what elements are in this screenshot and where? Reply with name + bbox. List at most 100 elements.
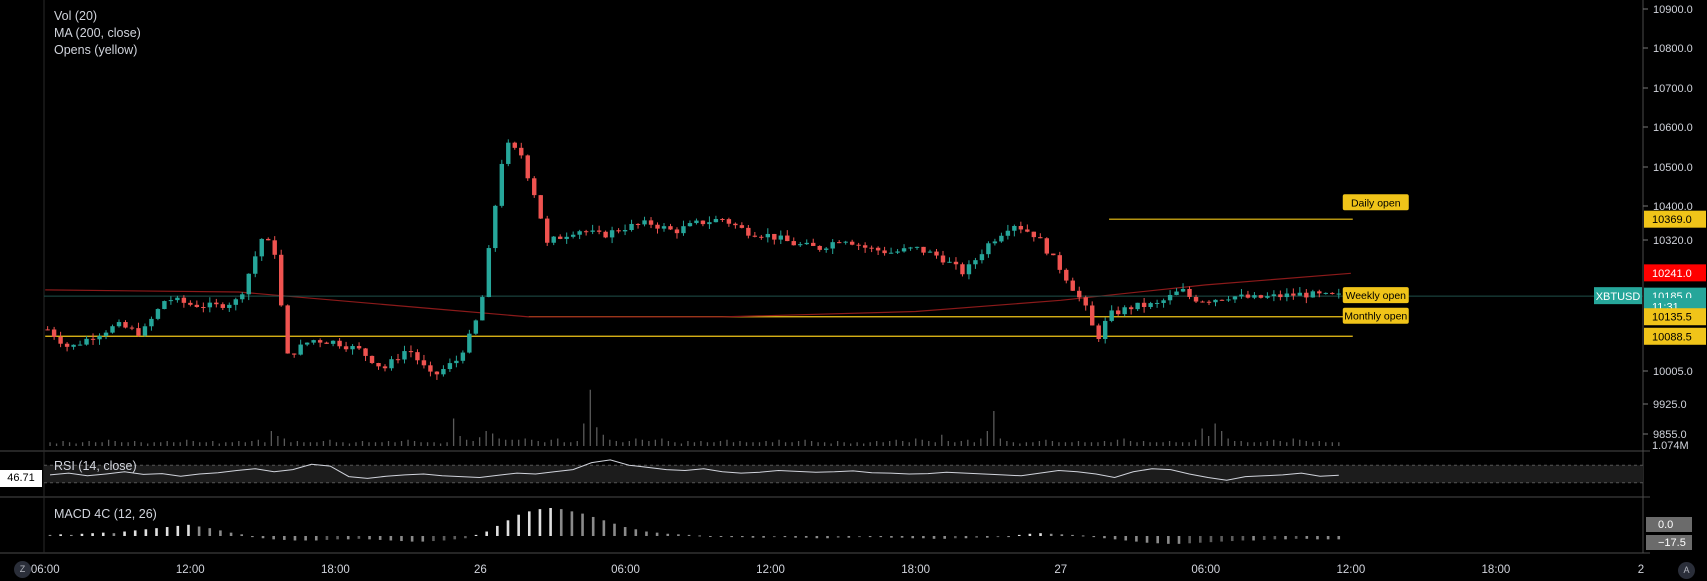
volume-bar [199, 442, 201, 446]
macd-bar [1103, 536, 1106, 539]
macd-bar [900, 536, 904, 538]
macd-bar [261, 536, 265, 539]
volume-bar [335, 442, 338, 446]
volume-bar [960, 441, 962, 446]
candle-up [1239, 294, 1244, 297]
candle-down [700, 220, 706, 225]
candle-up [1167, 294, 1173, 301]
volume-bar [114, 441, 116, 446]
candle-up [304, 342, 310, 345]
candle-down [1141, 302, 1147, 307]
candle-up [142, 326, 148, 336]
macd-bar [1049, 533, 1053, 536]
time-tick-label: 06:00 [31, 564, 60, 576]
macd-bar [570, 511, 574, 536]
macd-legend[interactable]: MACD 4C (12, 26) [54, 507, 157, 521]
volume-bar [101, 442, 103, 446]
candle-down [1206, 301, 1212, 303]
volume-bar [1312, 442, 1314, 446]
time-tick-label: 12:00 [1336, 564, 1365, 576]
candle-up [1213, 299, 1218, 303]
macd-bar [1156, 536, 1160, 544]
candle-up [389, 359, 394, 369]
candle-up [927, 251, 933, 253]
macd-bar [581, 513, 584, 536]
candle-up [162, 301, 167, 310]
candle-down [1187, 288, 1192, 297]
volume-bar [713, 442, 715, 446]
volume-bar [120, 442, 123, 446]
volume-bar [544, 442, 546, 446]
candle-up [629, 223, 634, 231]
candle-up [499, 163, 504, 206]
macd-bar [655, 532, 659, 536]
candle-down [953, 261, 959, 265]
volume-bar [68, 442, 71, 446]
price-tick-label: 10320.0 [1653, 235, 1693, 247]
macd-bar [527, 511, 531, 536]
candle-down [1031, 231, 1037, 238]
volume-bar [869, 442, 871, 446]
volume-bar [400, 441, 403, 446]
macd-bar [666, 533, 670, 536]
candle-down [616, 230, 621, 232]
candle-up [992, 241, 998, 244]
candle-up [570, 234, 576, 237]
candle-down [1070, 280, 1075, 291]
candle-up [609, 230, 615, 238]
volume-bar [934, 442, 936, 446]
candle-up [97, 335, 102, 340]
candle-down [1317, 291, 1322, 294]
timezone-z-button[interactable]: Z [14, 561, 31, 578]
volume-bar [426, 442, 429, 446]
volume-bar [1129, 441, 1132, 446]
candle-up [843, 241, 848, 243]
auto-scale-a-button[interactable]: A [1678, 562, 1695, 579]
volume-bar [550, 439, 552, 446]
volume-bar [348, 443, 351, 446]
candle-down [1096, 325, 1101, 340]
candle-up [901, 248, 907, 252]
opens-legend[interactable]: Opens (yellow) [54, 43, 138, 57]
candle-up [506, 142, 511, 164]
symbol-badge-text: XBTUSD [1596, 291, 1641, 303]
volume-bar [1168, 441, 1171, 446]
volume-bar [849, 443, 852, 446]
volume-bar [264, 442, 266, 446]
price-tick-label: 9855.0 [1653, 429, 1687, 441]
rsi-band [44, 465, 1643, 483]
volume-bar [1234, 441, 1236, 446]
vol-legend[interactable]: Vol (20) [54, 9, 98, 23]
volume-bar [830, 443, 832, 446]
price-badge-text: 10369.0 [1652, 214, 1692, 226]
volume-bar [1110, 442, 1112, 446]
candle-up [1174, 291, 1179, 295]
candle-up [441, 369, 446, 375]
candle-down [129, 327, 135, 329]
volume-bar [277, 436, 279, 446]
candle-up [1161, 300, 1166, 303]
candle-down [635, 223, 641, 225]
volume-bar [1097, 442, 1099, 446]
price-badge-text: 10088.5 [1652, 331, 1692, 343]
candle-down [1064, 269, 1069, 281]
macd-bar [59, 534, 62, 536]
macd-axis-badge [1646, 535, 1692, 550]
macd-bar [943, 536, 946, 539]
price-badge-text: 10135.5 [1652, 312, 1692, 324]
candle-down [1044, 238, 1050, 254]
macd-bar [1209, 536, 1213, 543]
volume-bar [231, 442, 233, 446]
macd-axis-badge [1646, 517, 1692, 532]
time-tick-label: 27 [1054, 564, 1067, 576]
volume-bar [88, 441, 90, 446]
candle-down [1245, 294, 1251, 298]
time-tick-label: 06:00 [1191, 564, 1220, 576]
candle-up [1109, 310, 1114, 321]
rsi-legend[interactable]: RSI (14, close) [54, 459, 137, 473]
ma-legend[interactable]: MA (200, close) [54, 26, 141, 40]
time-tick-label: 18:00 [321, 564, 350, 576]
macd-bar [623, 527, 627, 536]
time-tick-label: 06:00 [611, 564, 640, 576]
